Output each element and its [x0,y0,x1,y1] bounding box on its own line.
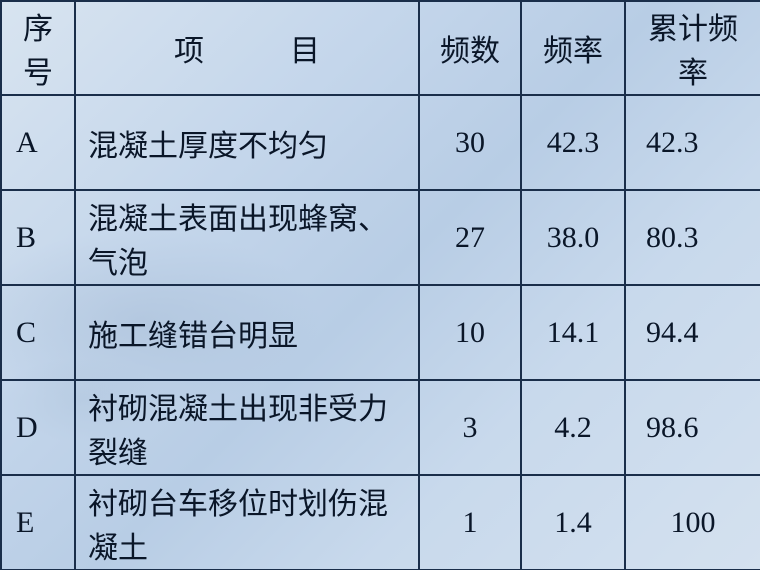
cell-freq: 27 [419,190,521,285]
cell-cum: 94.4 [625,285,760,380]
cell-cum: 80.3 [625,190,760,285]
defect-frequency-table: 序号 项 目 频数 频率 累计频率 A 混凝土厚度不均匀 30 42.3 42.… [0,0,760,570]
cell-cum: 98.6 [625,380,760,475]
table-row: A 混凝土厚度不均匀 30 42.3 42.3 [1,95,760,190]
col-header-rate: 频率 [521,1,625,95]
col-header-item: 项 目 [75,1,419,95]
col-header-cum: 累计频率 [625,1,760,95]
cell-rate: 38.0 [521,190,625,285]
cell-cum: 100 [625,475,760,570]
cell-rate: 14.1 [521,285,625,380]
cell-seq: C [1,285,75,380]
cell-freq: 10 [419,285,521,380]
cell-rate: 42.3 [521,95,625,190]
cell-seq: D [1,380,75,475]
cell-item: 施工缝错台明显 [75,285,419,380]
col-header-freq: 频数 [419,1,521,95]
cell-freq: 3 [419,380,521,475]
cell-item: 混凝土厚度不均匀 [75,95,419,190]
cell-item: 混凝土表面出现蜂窝、气泡 [75,190,419,285]
table-row: D 衬砌混凝土出现非受力裂缝 3 4.2 98.6 [1,380,760,475]
cell-item: 衬砌混凝土出现非受力裂缝 [75,380,419,475]
table-header-row: 序号 项 目 频数 频率 累计频率 [1,1,760,95]
cell-freq: 30 [419,95,521,190]
cell-rate: 1.4 [521,475,625,570]
cell-freq: 1 [419,475,521,570]
cell-cum: 42.3 [625,95,760,190]
cell-item: 衬砌台车移位时划伤混凝土 [75,475,419,570]
cell-seq: A [1,95,75,190]
col-header-seq: 序号 [1,1,75,95]
cell-seq: E [1,475,75,570]
table-row: E 衬砌台车移位时划伤混凝土 1 1.4 100 [1,475,760,570]
table-row: C 施工缝错台明显 10 14.1 94.4 [1,285,760,380]
table-row: B 混凝土表面出现蜂窝、气泡 27 38.0 80.3 [1,190,760,285]
cell-rate: 4.2 [521,380,625,475]
cell-seq: B [1,190,75,285]
